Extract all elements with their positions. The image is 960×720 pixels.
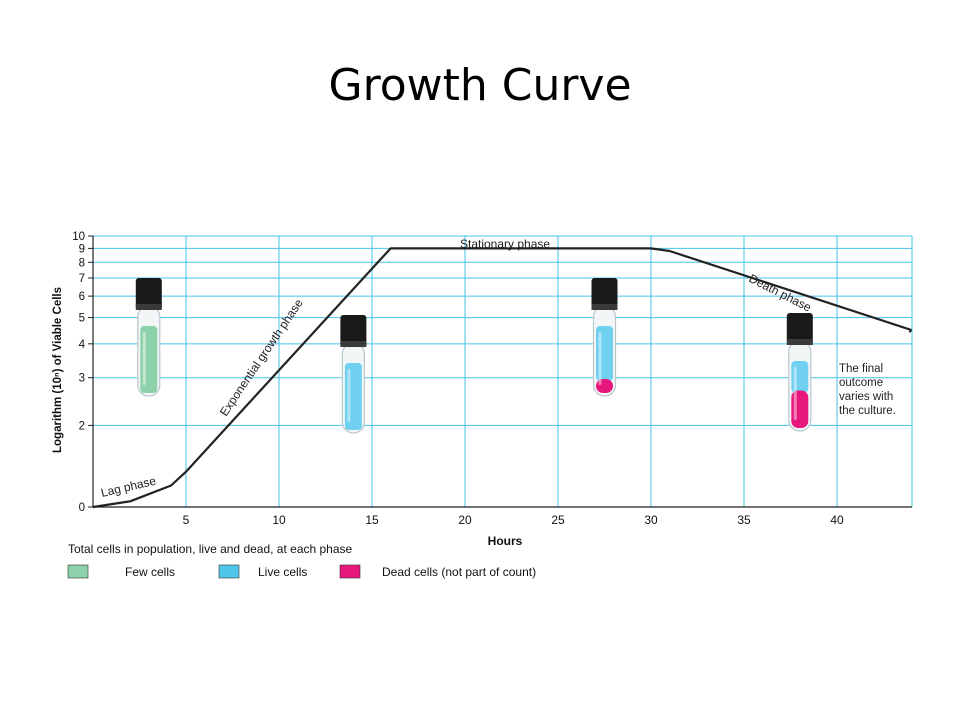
y-tick-label-0: 0: [79, 502, 85, 514]
tube-live-liquid: [140, 326, 158, 393]
x-tick-label-25: 25: [551, 513, 565, 527]
legend: Total cells in population, live and dead…: [67, 542, 536, 579]
y-tick-label-4: 4: [79, 339, 86, 351]
y-tick-label-6: 6: [79, 291, 85, 303]
y-tick-label-9: 9: [79, 243, 85, 255]
x-tick-label-35: 35: [737, 513, 751, 527]
test-tube-3: [591, 278, 618, 397]
tube-cap: [340, 315, 367, 347]
y-tick-label-7: 7: [79, 273, 85, 285]
growth-curve-line: [92, 247, 912, 509]
x-axis-label: Hours: [488, 534, 523, 548]
tube-cap-rim: [786, 339, 813, 345]
test-tubes: [135, 278, 813, 434]
x-tick-label-20: 20: [458, 513, 472, 527]
x-tick-label-5: 5: [183, 513, 190, 527]
y-tick-label-10: 10: [72, 231, 85, 243]
tube-live-liquid: [344, 363, 362, 430]
legend-label-live-cells: Live cells: [258, 565, 307, 579]
x-tick-label-15: 15: [365, 513, 379, 527]
x-tick-label-40: 40: [830, 513, 844, 527]
annotation-lag-phase: Lag phase: [100, 474, 158, 500]
legend-caption: Total cells in population, live and dead…: [68, 542, 353, 556]
legend-swatch-few-cells: [67, 564, 89, 579]
tube-cap: [786, 313, 813, 345]
phase-annotations: Lag phase Exponential growth phase Stati…: [100, 237, 897, 500]
grid: [93, 235, 913, 507]
test-tube-2: [340, 315, 367, 434]
growth-curve-dashed-continuation: [908, 329, 913, 334]
tube-cap-rim: [135, 304, 162, 310]
test-tube-4: [786, 313, 813, 432]
y-tick-label-8: 8: [79, 257, 85, 269]
tube-cap: [135, 278, 162, 310]
tube-dead-liquid: [791, 390, 809, 428]
legend-label-few-cells: Few cells: [125, 565, 175, 579]
tube-highlight: [142, 332, 146, 385]
tube-cap-rim: [340, 341, 367, 347]
test-tube-1: [135, 278, 162, 397]
legend-item-live-cells: Live cells: [218, 564, 307, 579]
tube-highlight: [598, 332, 602, 385]
x-tick-label-10: 10: [272, 513, 286, 527]
slide-title: Growth Curve: [328, 60, 632, 111]
tube-cap-rim: [591, 304, 618, 310]
y-axis-label: Logarithm (10ⁿ) of Viable Cells: [52, 287, 64, 453]
legend-item-few-cells: Few cells: [67, 564, 175, 579]
tube-live-liquid: [791, 361, 809, 393]
y-tick-label-3: 3: [79, 373, 85, 385]
curve: [92, 247, 913, 509]
x-tick-label-30: 30: [644, 513, 658, 527]
annotation-exponential-phase: Exponential growth phase: [217, 296, 306, 419]
axes: [92, 236, 912, 508]
y-tick-label-2: 2: [79, 420, 85, 432]
legend-item-dead-cells: Dead cells (not part of count): [339, 564, 536, 579]
tube-highlight: [347, 369, 351, 422]
annotation-final-outcome: The final outcome varies with the cultur…: [839, 363, 897, 417]
y-tick-label-5: 5: [79, 313, 85, 325]
annotation-stationary-phase: Stationary phase: [460, 237, 550, 251]
tube-dead-liquid: [596, 378, 613, 393]
legend-swatch-live-cells: [218, 564, 240, 579]
legend-swatch-dead-cells: [339, 564, 361, 579]
tube-highlight: [793, 367, 797, 420]
tube-live-liquid: [596, 326, 613, 381]
tube-cap: [591, 278, 618, 310]
legend-label-dead-cells: Dead cells (not part of count): [382, 565, 536, 579]
